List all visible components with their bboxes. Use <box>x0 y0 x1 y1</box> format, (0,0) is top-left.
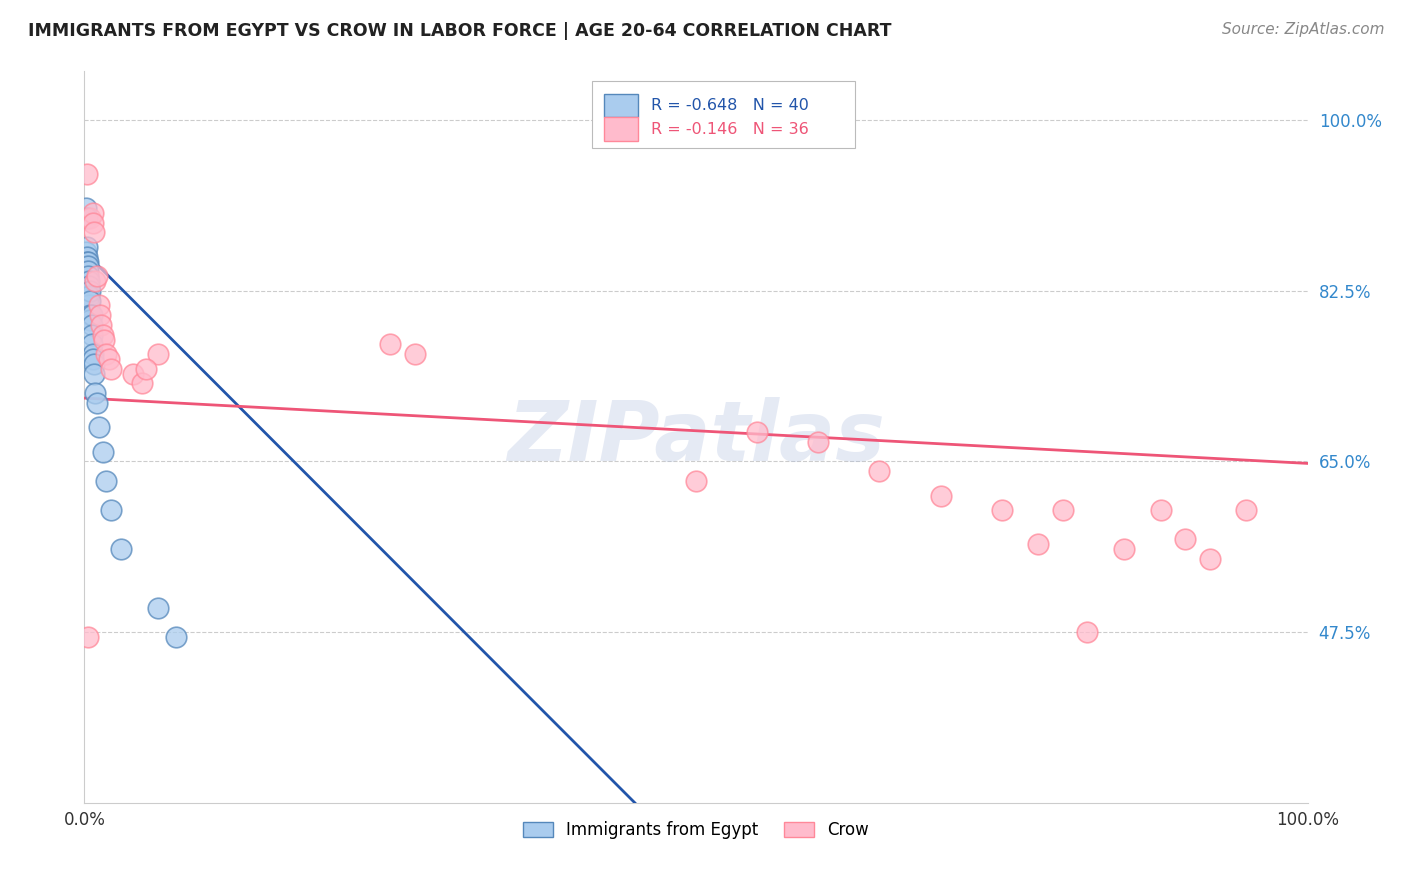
Point <box>96 347 118 361</box>
Point <box>82 347 104 361</box>
Point <box>77 254 100 268</box>
FancyBboxPatch shape <box>592 81 855 148</box>
Point <box>84 386 107 401</box>
Point <box>77 274 100 288</box>
Point <box>83 367 105 381</box>
Point <box>1236 503 1258 517</box>
Point <box>929 489 952 503</box>
Point <box>76 254 98 268</box>
Point <box>97 352 120 367</box>
Point <box>1052 503 1074 517</box>
Point <box>1076 625 1098 640</box>
Point <box>90 318 112 332</box>
Point <box>1174 533 1197 547</box>
Point <box>75 244 97 259</box>
Point <box>77 269 100 284</box>
Point <box>93 333 115 347</box>
Point <box>1198 552 1220 566</box>
Text: R = -0.146   N = 36: R = -0.146 N = 36 <box>651 121 808 136</box>
Point <box>80 308 103 322</box>
Point <box>75 254 97 268</box>
Point <box>76 240 98 254</box>
Point <box>165 630 187 644</box>
Point <box>80 318 103 332</box>
Point <box>807 434 830 449</box>
Text: Source: ZipAtlas.com: Source: ZipAtlas.com <box>1222 22 1385 37</box>
Point <box>1150 503 1173 517</box>
Point <box>79 211 101 225</box>
Point <box>77 269 100 284</box>
Point <box>869 464 891 478</box>
FancyBboxPatch shape <box>605 94 638 118</box>
Point <box>404 347 426 361</box>
Point <box>86 396 108 410</box>
Point <box>76 260 98 274</box>
Point <box>100 503 122 517</box>
Point <box>380 337 402 351</box>
Point <box>1028 537 1050 551</box>
Point <box>75 201 97 215</box>
Point <box>89 308 111 322</box>
Point <box>82 206 104 220</box>
Point <box>77 298 100 312</box>
Point <box>76 211 98 225</box>
Point <box>96 474 118 488</box>
Point <box>87 298 110 312</box>
Legend: Immigrants from Egypt, Crow: Immigrants from Egypt, Crow <box>516 814 876 846</box>
Point <box>77 288 100 302</box>
Point <box>76 250 98 264</box>
Point <box>77 264 100 278</box>
Point <box>100 361 122 376</box>
Point <box>131 376 153 391</box>
Point <box>86 269 108 284</box>
Point <box>79 308 101 322</box>
Point <box>146 347 169 361</box>
Point <box>76 167 98 181</box>
FancyBboxPatch shape <box>605 118 638 141</box>
Point <box>83 357 105 371</box>
Point <box>146 600 169 615</box>
Point <box>80 327 103 342</box>
Point <box>685 474 707 488</box>
Point <box>110 542 132 557</box>
Point <box>1114 542 1136 557</box>
Point <box>87 420 110 434</box>
Point <box>135 361 157 376</box>
Point <box>80 337 103 351</box>
Point <box>79 313 101 327</box>
Point <box>91 327 114 342</box>
Point <box>77 279 100 293</box>
Point <box>77 630 100 644</box>
Point <box>82 215 104 229</box>
Point <box>91 444 114 458</box>
Text: IMMIGRANTS FROM EGYPT VS CROW IN LABOR FORCE | AGE 20-64 CORRELATION CHART: IMMIGRANTS FROM EGYPT VS CROW IN LABOR F… <box>28 22 891 40</box>
Text: ZIPatlas: ZIPatlas <box>508 397 884 477</box>
Point <box>747 425 769 440</box>
Point <box>79 293 101 308</box>
Point <box>83 225 105 239</box>
Point <box>991 503 1014 517</box>
Point <box>82 352 104 367</box>
Point <box>79 284 101 298</box>
Point <box>84 274 107 288</box>
Point <box>77 260 100 274</box>
Point <box>122 367 145 381</box>
Text: R = -0.648   N = 40: R = -0.648 N = 40 <box>651 98 808 113</box>
Point <box>76 264 98 278</box>
